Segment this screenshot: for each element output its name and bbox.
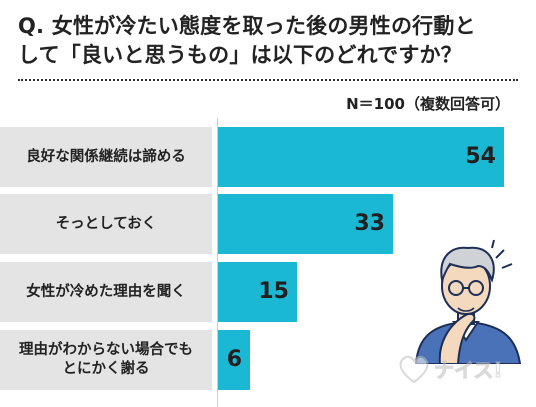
logo-text: ナイス! [434, 358, 503, 382]
category-label: 良好な関係継続は諦める [26, 148, 186, 165]
bar [218, 330, 250, 390]
category-label: 女性が冷めた理由を聞く [26, 283, 186, 300]
chart-title: Q. 女性が冷たい態度を取った後の男性の行動と して「良いと思うもの」は以下のど… [18, 12, 523, 70]
bar-value-label: 33 [354, 211, 385, 236]
chart-title-line-2: して「良いと思うもの」は以下のどれですか？ [18, 43, 462, 67]
category-label: 理由がわからない場合でも とにかく謝る [19, 342, 193, 377]
sample-size-note: N＝100（複数回答可） [346, 95, 510, 113]
bar-value-label: 54 [465, 144, 496, 169]
category-band [0, 127, 212, 187]
bar-value-label: 6 [226, 347, 242, 372]
chart-title-line-1: Q. 女性が冷たい態度を取った後の男性の行動と [18, 14, 476, 38]
title-divider [18, 79, 518, 81]
category-band [0, 330, 212, 390]
thinking-man-icon [414, 239, 522, 364]
bar [218, 194, 393, 254]
axis-line [217, 118, 218, 407]
category-band [0, 262, 212, 322]
category-band [0, 194, 212, 254]
category-label: そっとしておく [55, 215, 157, 232]
bar-value-label: 15 [258, 279, 289, 304]
heart-logo-icon: ナイス! [399, 355, 503, 384]
bar [218, 262, 297, 322]
bar [218, 127, 504, 187]
